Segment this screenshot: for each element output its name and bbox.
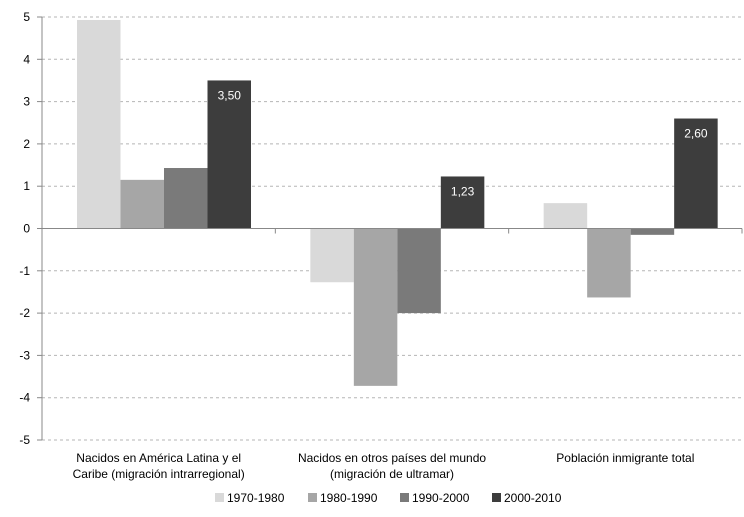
x-category-label: Caribe (migración intrarregional) <box>73 467 245 481</box>
y-tick-label: -3 <box>19 348 30 362</box>
y-tick-label: -1 <box>19 264 30 278</box>
data-label: 2,60 <box>684 127 708 141</box>
x-category-label: Nacidos en otros países del mundo <box>298 451 486 465</box>
y-tick-label: 2 <box>23 137 30 151</box>
x-category-label: Nacidos en América Latina y el <box>76 451 241 465</box>
legend-swatch-1970-1980 <box>215 493 224 502</box>
legend-label: 1980-1990 <box>320 491 378 505</box>
legend-label: 1990-2000 <box>412 491 470 505</box>
bar-2000-2010-cat2 <box>674 118 718 229</box>
bar-1970-1980-cat0 <box>77 19 121 229</box>
y-tick-label: 4 <box>23 52 30 66</box>
bar-1970-1980-cat1 <box>310 228 354 283</box>
y-tick-label: 0 <box>23 222 30 236</box>
y-tick-label: -2 <box>19 306 30 320</box>
data-label: 1,23 <box>451 184 475 198</box>
bar-1990-2000-cat0 <box>164 168 208 229</box>
legend-label: 2000-2010 <box>504 491 562 505</box>
x-category-label: (migración de ultramar) <box>330 467 454 481</box>
bar-1980-1990-cat1 <box>353 228 398 386</box>
legend-swatch-1980-1990 <box>308 493 317 502</box>
bar-1980-1990-cat2 <box>587 228 631 298</box>
bar-1970-1980-cat2 <box>543 203 588 229</box>
y-tick-label: -4 <box>19 391 30 405</box>
bar-2000-2010-cat1 <box>440 176 485 229</box>
data-label: 3,50 <box>218 88 242 102</box>
x-category-label: Población inmigrante total <box>556 451 694 465</box>
y-tick-label: -5 <box>19 433 30 447</box>
bar-1980-1990-cat0 <box>120 179 164 229</box>
y-tick-label: 3 <box>23 95 30 109</box>
bar-1990-2000-cat1 <box>397 228 441 314</box>
y-tick-label: 1 <box>23 179 30 193</box>
legend-swatch-2000-2010 <box>492 493 501 502</box>
legend-label: 1970-1980 <box>227 491 285 505</box>
y-tick-label: 5 <box>23 10 30 24</box>
bar-2000-2010-cat0 <box>207 80 251 229</box>
legend-swatch-1990-2000 <box>400 493 409 502</box>
bar-1990-2000-cat2 <box>630 228 675 235</box>
